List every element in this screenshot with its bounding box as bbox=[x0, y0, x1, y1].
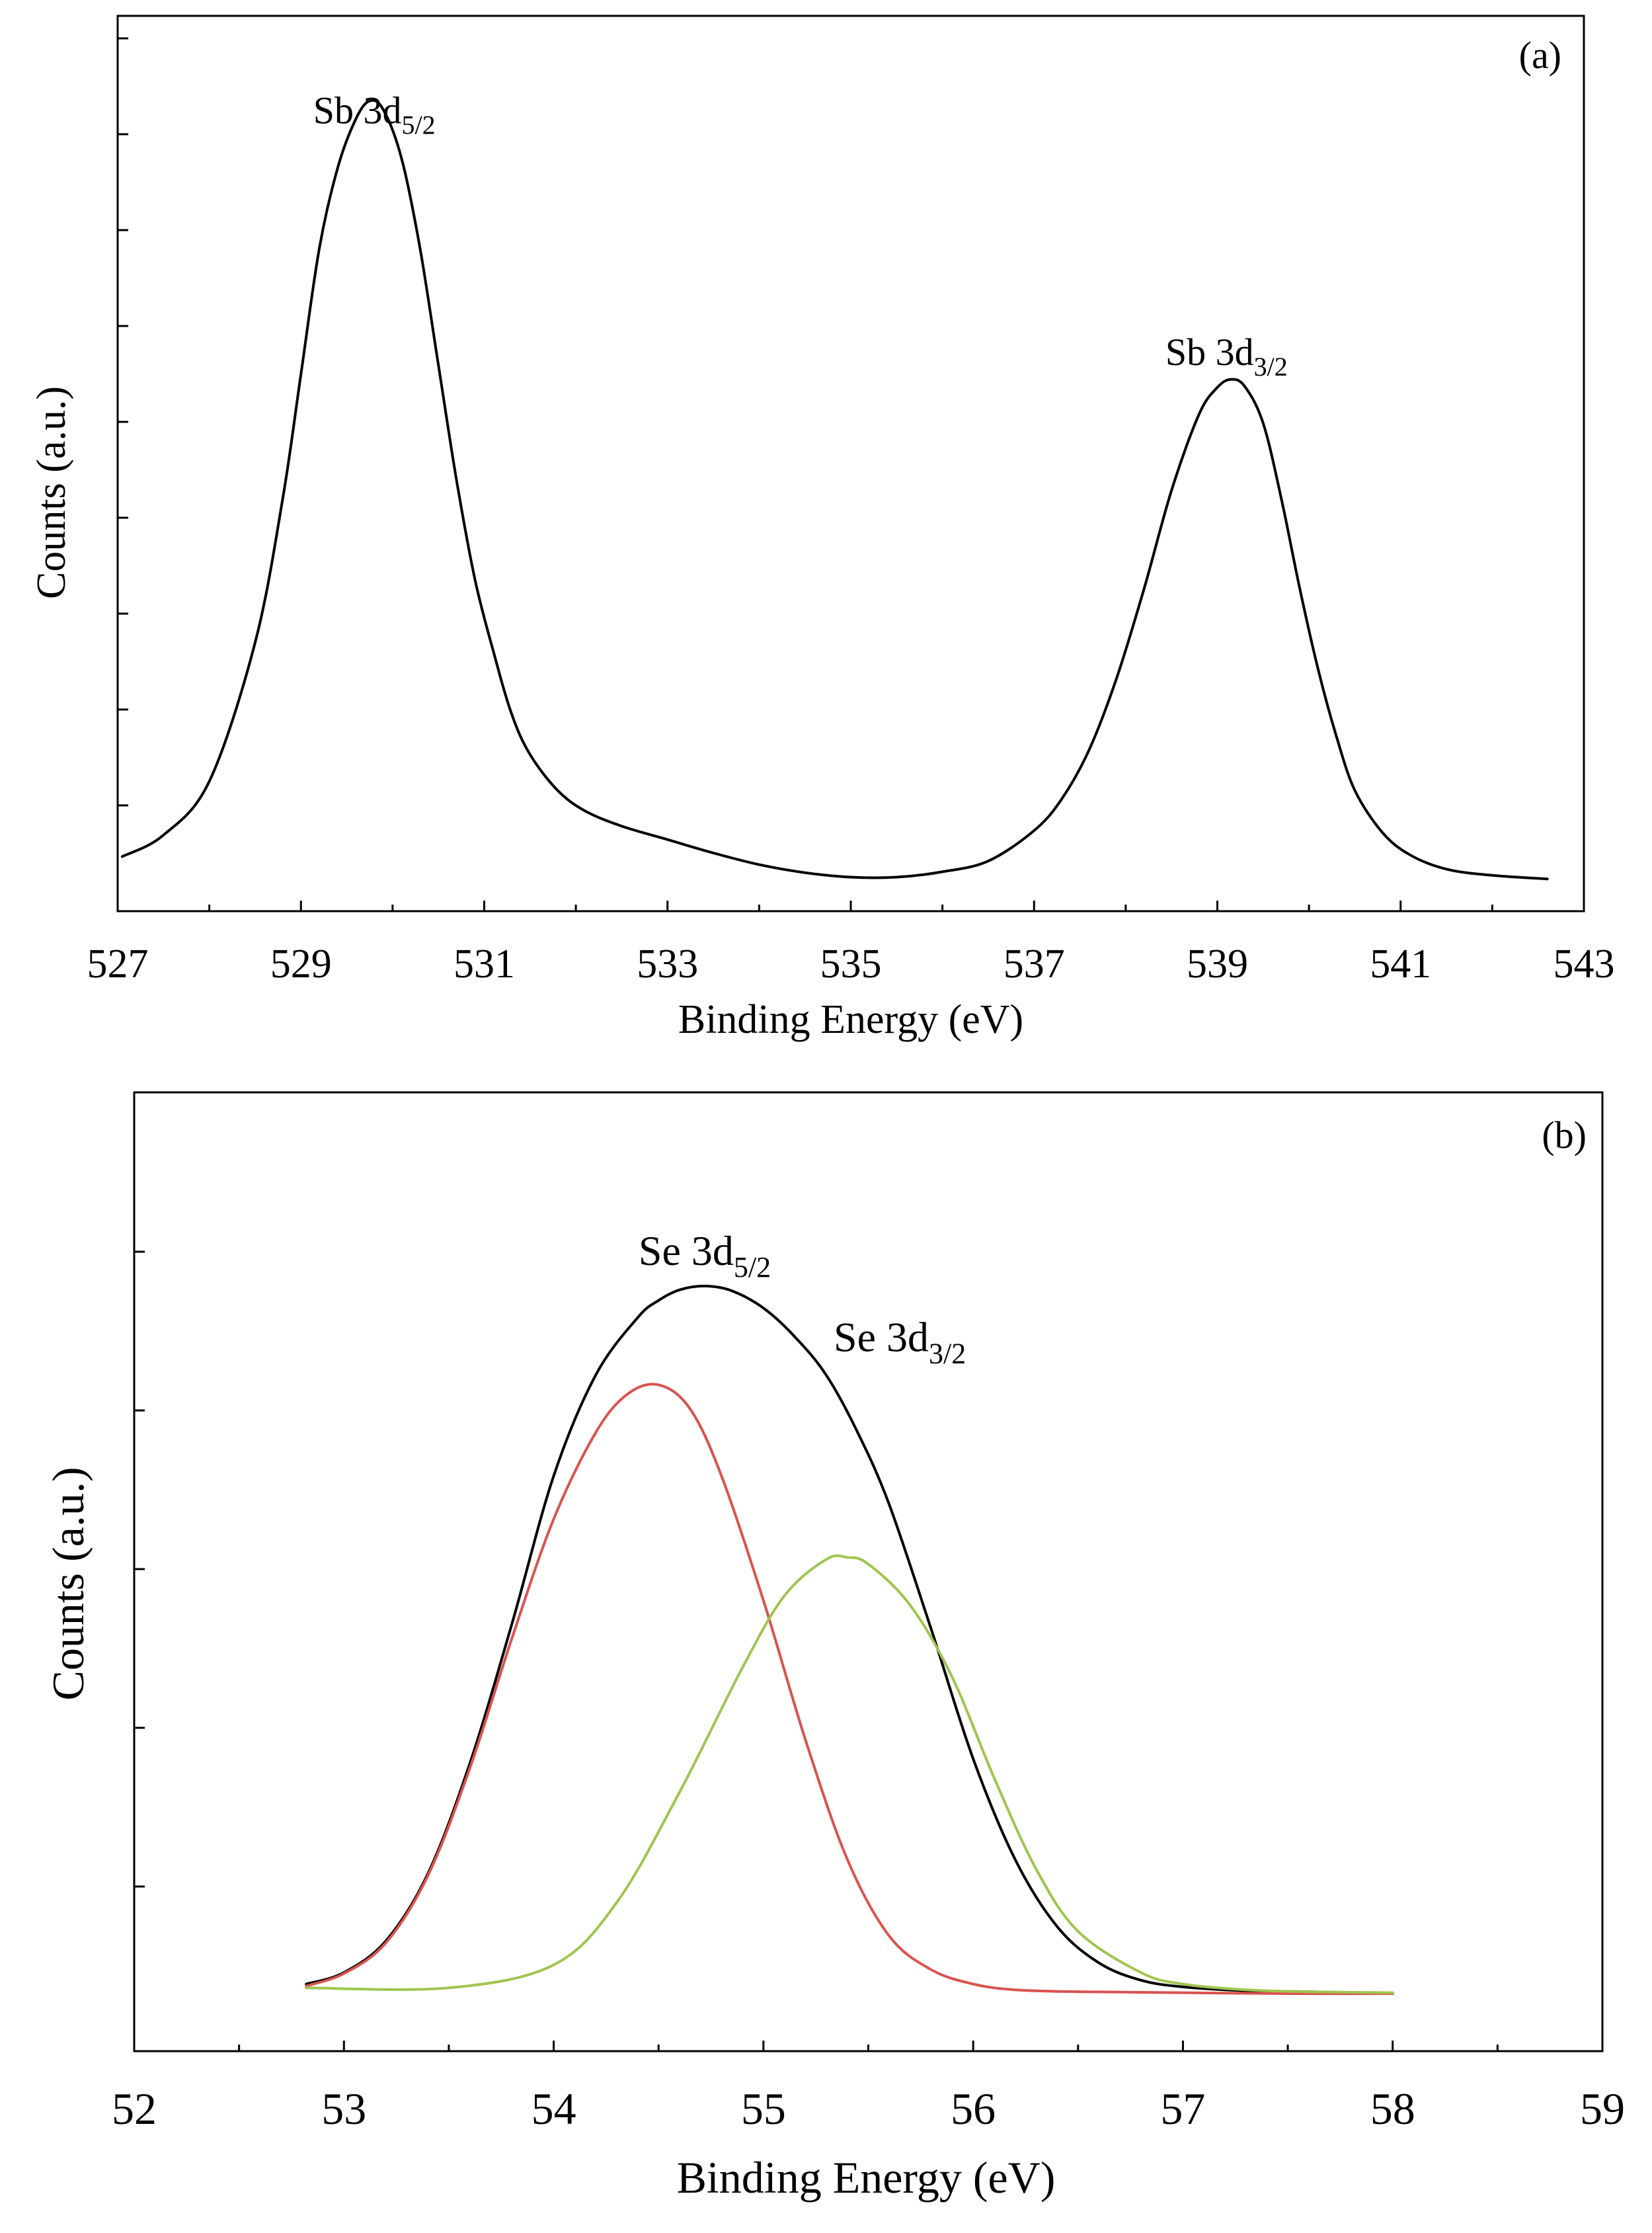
panel-a-x-axis-title: Binding Energy (eV) bbox=[678, 997, 1023, 1042]
panel-a-plot-frame bbox=[116, 15, 1585, 913]
panel-b-annotations: Se 3d5/2 Se 3d3/2 bbox=[639, 1227, 966, 1370]
panel-b-plot-frame bbox=[133, 1091, 1604, 2052]
x-tick-label: 541 bbox=[1370, 942, 1431, 987]
x-tick-label: 533 bbox=[637, 942, 698, 987]
series-line bbox=[305, 1383, 1394, 1996]
panel-a-annotations: Sb 3d5/2 Sb 3d3/2 bbox=[313, 89, 1288, 382]
x-tick-label: 535 bbox=[820, 942, 882, 987]
panel-b-x-ticks bbox=[133, 2041, 1604, 2051]
panel-a-x-tick-labels: 527 529 531 533 535 537 539 541 543 bbox=[87, 942, 1615, 987]
panel-a-y-ticks bbox=[118, 37, 128, 807]
x-tick-label: 52 bbox=[112, 2084, 157, 2134]
panel-b-x-tick-labels: 52 53 54 55 56 57 58 59 bbox=[112, 2084, 1625, 2134]
peak-label: Sb 3d5/2 bbox=[313, 89, 436, 140]
x-tick-label: 56 bbox=[951, 2084, 996, 2134]
series-line bbox=[305, 1554, 1394, 1994]
x-tick-label: 537 bbox=[1003, 942, 1065, 987]
peak-label: Se 3d5/2 bbox=[639, 1227, 771, 1283]
panel-b-tag: (b) bbox=[1542, 1114, 1587, 1157]
x-tick-label: 54 bbox=[531, 2084, 576, 2134]
x-tick-label: 57 bbox=[1160, 2084, 1205, 2134]
peak-label: Sb 3d3/2 bbox=[1165, 331, 1288, 382]
panel-a-chart: 527 529 531 533 535 537 539 541 543 Sb 3d5/2Sb 3… bbox=[29, 15, 1615, 1042]
panel-b-y-ticks bbox=[134, 1250, 145, 1888]
x-tick-label: 59 bbox=[1580, 2084, 1625, 2134]
panel-a-x-ticks bbox=[116, 901, 1585, 911]
x-tick-label: 531 bbox=[453, 942, 515, 987]
x-tick-label: 58 bbox=[1370, 2084, 1415, 2134]
x-tick-label: 55 bbox=[741, 2084, 786, 2134]
x-tick-label: 539 bbox=[1187, 942, 1248, 987]
series-line bbox=[305, 1284, 1394, 1995]
x-tick-label: 529 bbox=[270, 942, 332, 987]
panel-a-y-axis-title: Counts (a.u.) bbox=[29, 386, 74, 599]
x-tick-label: 53 bbox=[321, 2084, 366, 2134]
peak-label: Se 3d3/2 bbox=[834, 1314, 966, 1370]
x-tick-label: 527 bbox=[87, 942, 149, 987]
panel-b-y-axis-title: Counts (a.u.) bbox=[43, 1467, 93, 1700]
panel-a-tag: (a) bbox=[1519, 34, 1561, 77]
panel-b-x-axis-title: Binding Energy (eV) bbox=[677, 2152, 1056, 2203]
panel-a-series bbox=[120, 99, 1549, 881]
series-line bbox=[120, 99, 1549, 881]
panel-b-series bbox=[305, 1284, 1394, 1996]
panel-b-chart: 52 53 54 55 56 57 58 59 Se 3d5/2 Se 3d3/2 (b) Bi… bbox=[43, 1091, 1625, 2203]
x-tick-label: 543 bbox=[1554, 942, 1615, 987]
